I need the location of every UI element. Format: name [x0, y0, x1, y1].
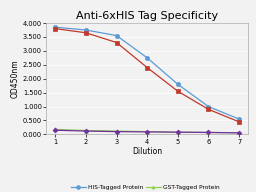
- HIS-Tagged Lysate: [54, 27, 57, 30]
- HIS-Tagged Protein: [176, 83, 179, 85]
- GST-Tagged Protein: [115, 130, 118, 132]
- HIS-Tagged Protein: [146, 57, 149, 59]
- HIS-Tagged Lysate: [146, 66, 149, 69]
- HIS-Tagged Protein: [238, 118, 241, 120]
- Legend: HIS-Tagged Protein, HIS-Tagged Lysate, GST-Tagged Protein, FLAG-Tagged Protein: HIS-Tagged Protein, HIS-Tagged Lysate, G…: [70, 184, 225, 192]
- FLAG-Tagged Protein: [54, 129, 57, 131]
- Title: Anti-6xHIS Tag Specificity: Anti-6xHIS Tag Specificity: [76, 11, 218, 21]
- HIS-Tagged Protein: [207, 105, 210, 108]
- HIS-Tagged Protein: [54, 26, 57, 28]
- HIS-Tagged Lysate: [238, 121, 241, 123]
- GST-Tagged Protein: [54, 128, 57, 131]
- GST-Tagged Protein: [84, 129, 88, 132]
- GST-Tagged Protein: [238, 132, 241, 134]
- FLAG-Tagged Protein: [146, 131, 149, 133]
- FLAG-Tagged Protein: [115, 131, 118, 133]
- HIS-Tagged Lysate: [84, 32, 88, 34]
- Line: GST-Tagged Protein: GST-Tagged Protein: [54, 128, 241, 134]
- Line: FLAG-Tagged Protein: FLAG-Tagged Protein: [54, 128, 241, 135]
- Line: HIS-Tagged Protein: HIS-Tagged Protein: [53, 25, 241, 121]
- FLAG-Tagged Protein: [207, 131, 210, 134]
- HIS-Tagged Protein: [84, 29, 88, 31]
- HIS-Tagged Lysate: [115, 41, 118, 44]
- GST-Tagged Protein: [207, 131, 210, 134]
- GST-Tagged Protein: [176, 131, 179, 133]
- Line: HIS-Tagged Lysate: HIS-Tagged Lysate: [53, 26, 241, 124]
- HIS-Tagged Lysate: [176, 90, 179, 92]
- FLAG-Tagged Protein: [176, 131, 179, 133]
- X-axis label: Dilution: Dilution: [132, 147, 162, 156]
- HIS-Tagged Lysate: [207, 108, 210, 111]
- FLAG-Tagged Protein: [84, 130, 88, 132]
- GST-Tagged Protein: [146, 131, 149, 133]
- HIS-Tagged Protein: [115, 34, 118, 37]
- Y-axis label: OD450nm: OD450nm: [11, 59, 20, 98]
- FLAG-Tagged Protein: [238, 132, 241, 134]
